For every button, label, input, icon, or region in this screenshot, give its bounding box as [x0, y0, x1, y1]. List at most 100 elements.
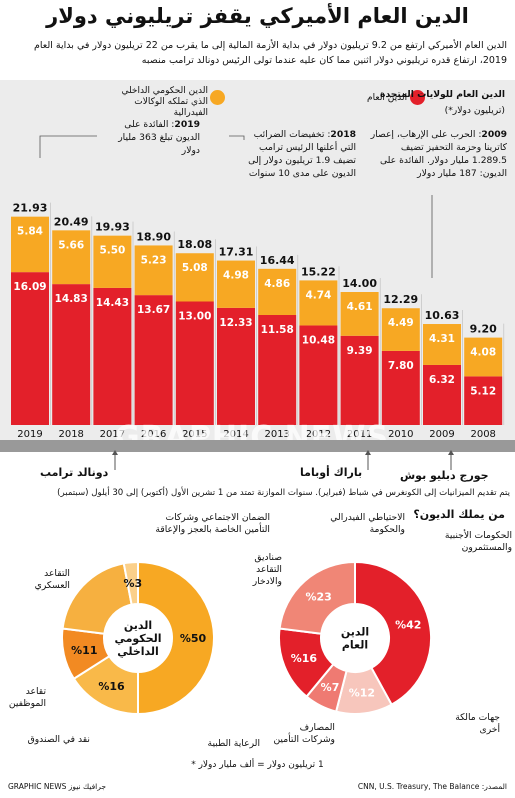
bar-intra-2016: [134, 245, 173, 296]
label-public-2011: 9.39: [347, 345, 373, 357]
public-label-pension: صناديق التقاعد والادخار: [252, 552, 282, 587]
chart-heading: الدين العام للولايات المتحدة: [380, 89, 505, 100]
bar-public-2019: [11, 272, 49, 425]
intra-label-medicare: الرعاية الطبية: [207, 738, 260, 749]
label-public-2010: 7.80: [388, 360, 414, 372]
president-obama: باراك أوباما: [300, 466, 363, 479]
donut-0-pct-2: %11: [71, 644, 97, 657]
timeline-arrow: [112, 450, 118, 455]
bar-intra-2017: [93, 235, 132, 288]
label-intra-2017: 5.50: [99, 245, 125, 257]
label-intra-2011: 4.61: [347, 301, 373, 313]
annotation-2019: 2019: الفائدة على الديون تبلغ 363 مليار …: [118, 119, 200, 156]
label-total-2013: 16.44: [260, 254, 295, 267]
bar-intra-2015: [175, 253, 214, 302]
legend-public-label: الدين العام: [367, 93, 408, 103]
unit-note: 1 تريليون دولار = ألف مليار دولار *: [191, 760, 324, 770]
donut-0-slice-4: [122, 560, 139, 606]
annotation-2018: 2018: تخفيضات الضرائب التي أعلنها الرئيس…: [248, 129, 356, 179]
bar-public-2008: [464, 376, 503, 425]
bar-intra-2010: [381, 308, 420, 351]
bar-public-2009: [423, 364, 461, 425]
bar-chart: 16.09 5.84 21.93 2019 14.83 5.66 20.49 2018 14.4…: [0, 135, 515, 440]
bar-public-2010: [381, 350, 420, 425]
donut-1-center-label: العام: [342, 639, 368, 652]
tick-label-2013: 2013: [264, 429, 289, 440]
bar-intra-2013: [258, 268, 297, 315]
intra-label-military: التقاعد العسكري: [34, 568, 70, 591]
public-label-fed: الاحتياطي الفيدرالي والحكومة: [330, 512, 405, 535]
tick-label-2018: 2018: [58, 429, 83, 440]
bar-intra-2009: [423, 324, 461, 365]
tick-label-2014: 2014: [223, 429, 248, 440]
timeline-arrow: [365, 450, 371, 455]
public-label-foreign: الحكومات الأجنبية والمستثمرون: [444, 530, 512, 553]
tick-label-2012: 2012: [306, 429, 331, 440]
legend-public: الدين العام: [345, 90, 425, 105]
label-intra-2012: 4.74: [305, 289, 331, 301]
label-public-2018: 14.83: [55, 293, 88, 305]
label-public-2016: 13.67: [137, 304, 170, 316]
page-title: الدين العام الأميركي يقفز تريليوني دولار: [46, 4, 469, 28]
donut-0-pct-4: %3: [123, 577, 142, 590]
label-total-2017: 19.93: [95, 221, 130, 234]
donut-0-pct-0: %50: [180, 632, 207, 645]
donut-1-pct-4: %23: [305, 591, 331, 604]
budget-note: يتم تقديم الميزانيات إلى الكونغرس في شبا…: [57, 488, 510, 498]
label-intra-2014: 4.98: [223, 270, 249, 282]
label-total-2011: 14.00: [342, 277, 377, 290]
tick-label-2019: 2019: [17, 429, 42, 440]
label-public-2012: 10.48: [302, 334, 335, 346]
donut-0-center: [106, 606, 170, 670]
label-public-2015: 13.00: [178, 311, 211, 323]
bar-intra-2012: [299, 280, 338, 326]
label-total-2015: 18.08: [177, 238, 212, 251]
label-public-2008: 5.12: [470, 385, 496, 397]
bar-public-2012: [299, 325, 338, 425]
intra-label-employees: تقاعد الموظفين: [8, 686, 46, 709]
label-public-2009: 6.32: [429, 374, 455, 386]
legend-public-swatch: [410, 90, 425, 105]
label-total-2016: 18.90: [136, 230, 171, 243]
donut-1-pct-1: %12: [349, 687, 375, 700]
label-intra-2009: 4.31: [429, 333, 455, 345]
donut-1-center-label: الدين: [341, 626, 369, 639]
label-intra-2015: 5.08: [182, 262, 208, 274]
label-intra-2008: 4.08: [470, 347, 496, 359]
donut-0-center-label: الحكومي: [114, 632, 161, 645]
timeline-bar: [0, 440, 515, 452]
annotation-2009: 2009: الحرب على الإرهاب، إعصار كاترينا و…: [370, 129, 507, 179]
label-total-2019: 21.93: [13, 202, 48, 215]
donut-1-center: [323, 606, 387, 670]
bar-intra-2014: [217, 260, 255, 308]
legend-intra-label: الدين الحكومي الداخلي الذي تملكه الوكالا…: [121, 86, 208, 118]
donut-charts: %50%16%11%3الدينالحكوميالداخلي%42%12%7%1…: [61, 560, 432, 716]
source: المصدر: CNN, U.S. Treasury, The Balance: [357, 782, 507, 791]
intra-label-cash: نقد في الصندوق: [27, 734, 90, 745]
donut-0-slice-0: [137, 560, 215, 716]
donut-1-pct-0: %42: [395, 618, 421, 631]
label-intra-2019: 5.84: [17, 226, 43, 238]
donut-0-slice-3: [61, 562, 133, 635]
donut-1-slice-4: [278, 560, 356, 635]
timeline-arrow: [448, 450, 454, 455]
leader-2019: [39, 135, 97, 158]
bar-public-2011: [340, 335, 379, 425]
label-intra-2018: 5.66: [58, 239, 84, 251]
chart-unit: (تريليون دولار*): [444, 105, 505, 116]
donut-0-center-label: الداخلي: [117, 645, 159, 658]
bar-public-2014: [217, 307, 255, 425]
label-public-2019: 16.09: [13, 281, 46, 293]
donut-1-slice-0: [354, 560, 432, 706]
public-label-other: جهات مالكة أخرى: [455, 712, 500, 735]
tick-label-2017: 2017: [100, 429, 125, 440]
president-trump: دونالد ترامب: [40, 466, 109, 479]
legend-intra-swatch: [210, 90, 225, 105]
label-total-2010: 12.29: [383, 293, 418, 306]
tick-label-2011: 2011: [347, 429, 372, 440]
bar-intra-2018: [52, 230, 91, 285]
label-total-2014: 17.31: [219, 246, 254, 259]
president-timeline: [0, 440, 515, 470]
tick-label-2010: 2010: [388, 429, 413, 440]
tick-label-2015: 2015: [182, 429, 207, 440]
